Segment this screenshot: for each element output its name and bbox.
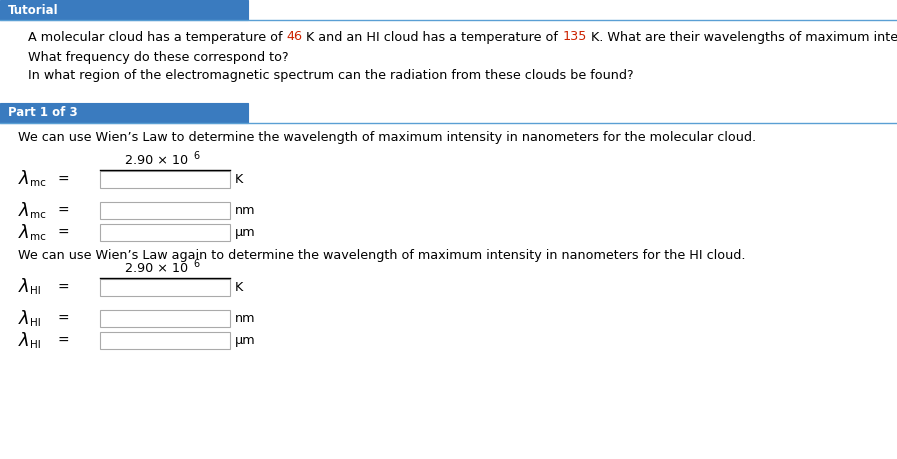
Text: =: = (58, 173, 70, 186)
Text: K: K (235, 173, 243, 186)
Text: HI: HI (30, 286, 40, 297)
Text: 6: 6 (193, 151, 199, 161)
Text: $\lambda$: $\lambda$ (18, 309, 30, 328)
Text: 135: 135 (562, 30, 587, 44)
FancyBboxPatch shape (0, 0, 248, 20)
FancyBboxPatch shape (100, 202, 230, 219)
Text: Part 1 of 3: Part 1 of 3 (8, 106, 78, 119)
Text: We can use Wien’s Law to determine the wavelength of maximum intensity in nanome: We can use Wien’s Law to determine the w… (18, 130, 756, 144)
FancyBboxPatch shape (100, 310, 230, 327)
Text: =: = (58, 280, 70, 295)
Text: =: = (58, 334, 70, 347)
Text: $\lambda$: $\lambda$ (18, 331, 30, 349)
Text: $\lambda$: $\lambda$ (18, 279, 30, 297)
Text: What frequency do these correspond to?: What frequency do these correspond to? (28, 50, 289, 63)
Text: =: = (58, 312, 70, 325)
FancyBboxPatch shape (0, 103, 248, 123)
Text: In what region of the electromagnetic spectrum can the radiation from these clou: In what region of the electromagnetic sp… (28, 69, 633, 83)
FancyBboxPatch shape (100, 224, 230, 241)
Text: HI: HI (30, 318, 40, 328)
Text: 46: 46 (286, 30, 302, 44)
Text: 6: 6 (193, 259, 199, 269)
Text: mc: mc (30, 209, 46, 219)
Text: μm: μm (235, 226, 256, 239)
FancyBboxPatch shape (100, 171, 230, 188)
Text: K and an HI cloud has a temperature of: K and an HI cloud has a temperature of (302, 30, 562, 44)
Text: $\lambda$: $\lambda$ (18, 170, 30, 189)
Text: =: = (58, 225, 70, 240)
Text: mc: mc (30, 179, 46, 189)
FancyBboxPatch shape (100, 279, 230, 296)
Text: 2.90 × 10: 2.90 × 10 (126, 263, 188, 275)
Text: mc: mc (30, 231, 46, 241)
Text: K. What are their wavelengths of maximum intensity?: K. What are their wavelengths of maximum… (587, 30, 897, 44)
Text: 2.90 × 10: 2.90 × 10 (126, 155, 188, 168)
FancyBboxPatch shape (100, 332, 230, 349)
Text: nm: nm (235, 204, 256, 217)
Text: Tutorial: Tutorial (8, 4, 58, 17)
Text: =: = (58, 203, 70, 218)
Text: nm: nm (235, 312, 256, 325)
Text: HI: HI (30, 340, 40, 349)
Text: We can use Wien’s Law again to determine the wavelength of maximum intensity in : We can use Wien’s Law again to determine… (18, 250, 745, 263)
Text: K: K (235, 281, 243, 294)
Text: μm: μm (235, 334, 256, 347)
Text: $\lambda$: $\lambda$ (18, 202, 30, 219)
Text: A molecular cloud has a temperature of: A molecular cloud has a temperature of (28, 30, 286, 44)
Text: $\lambda$: $\lambda$ (18, 224, 30, 241)
